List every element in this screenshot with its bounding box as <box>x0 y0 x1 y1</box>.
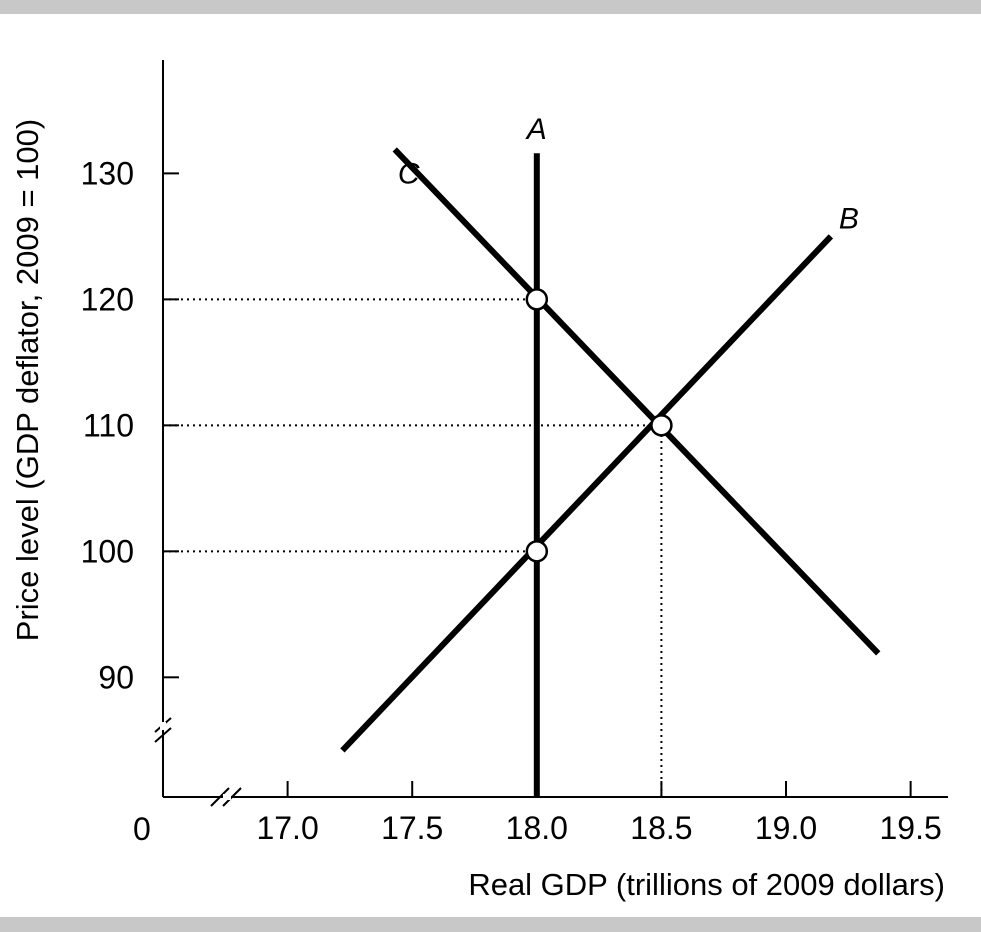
axes <box>154 60 948 807</box>
y-tick-label: 90 <box>98 659 134 695</box>
break-slash <box>210 787 230 807</box>
curve-label-A: A <box>525 113 547 146</box>
break-gap <box>223 794 231 800</box>
guide-lines <box>163 298 663 797</box>
y-tick-label: 130 <box>81 155 134 191</box>
x-tick-label: 17.5 <box>381 810 443 846</box>
x-tick-label: 19.5 <box>879 810 941 846</box>
y-tick-label: 110 <box>83 407 134 443</box>
break-slash <box>222 787 242 807</box>
origin-label: 0 <box>133 811 151 847</box>
intersection-point <box>650 414 673 437</box>
chart-labels: 0 Real GDP (trillions of 2009 dollars) P… <box>10 119 945 902</box>
break-slash <box>154 727 172 743</box>
x-axis-break-mark <box>210 787 242 807</box>
intersection-point <box>525 288 549 311</box>
intersection-points <box>525 288 673 563</box>
x-tick-label: 18.0 <box>506 810 568 846</box>
x-tick-label: 18.5 <box>630 810 692 846</box>
y-axis-break-mark <box>154 717 172 743</box>
y-axis-title: Price level (GDP deflator, 2009 = 100) <box>10 119 45 641</box>
x-axis-title: Real GDP (trillions of 2009 dollars) <box>468 867 945 902</box>
x-tick-label: 17.0 <box>256 810 318 846</box>
tick-marks: 90 100 110 120 130 17.0 17.5 18.0 18.5 19.0 19.5 <box>81 155 942 846</box>
bottom-frame-bar <box>0 917 981 932</box>
y-tick-label: 120 <box>81 281 134 317</box>
intersection-point <box>525 540 549 563</box>
curve-label-B: B <box>839 202 859 235</box>
curve-C <box>392 147 881 656</box>
curves: A B C <box>340 113 881 797</box>
curve-B <box>340 234 834 753</box>
x-tick-label: 19.0 <box>755 810 817 846</box>
y-tick-label: 100 <box>81 533 134 569</box>
curve-label-C: C <box>398 157 420 190</box>
top-frame-bar <box>0 0 981 14</box>
break-gap <box>160 722 166 730</box>
